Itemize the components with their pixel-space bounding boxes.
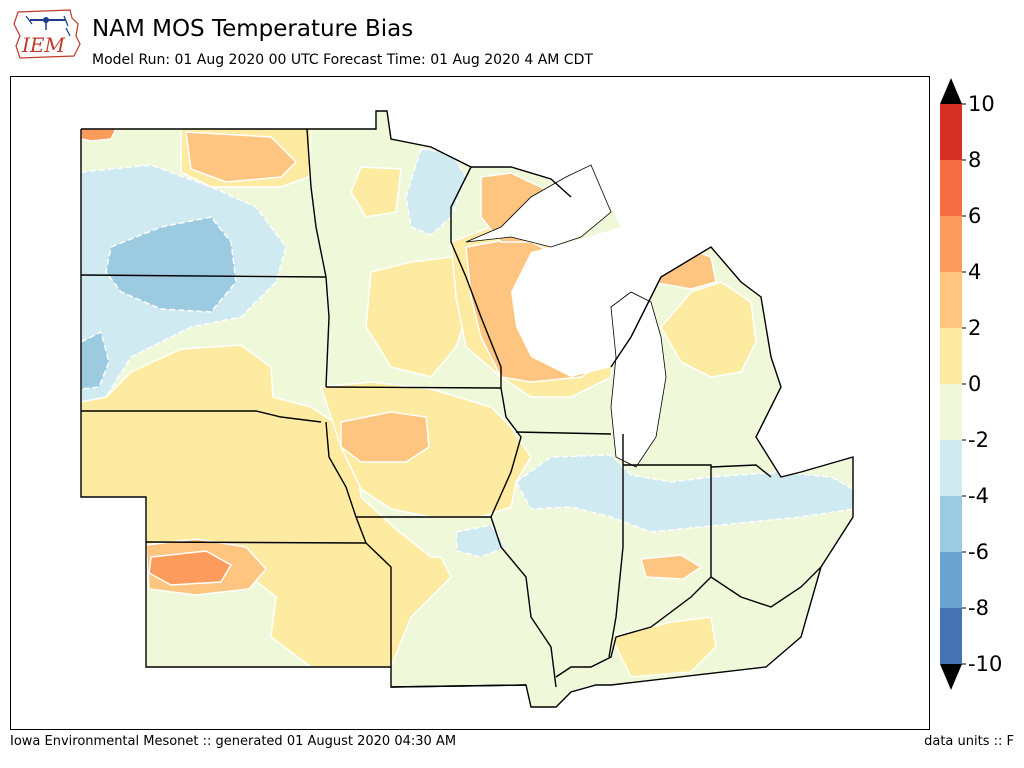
border-outline <box>80 110 854 708</box>
colorbar-tick-label: 4 <box>968 260 982 284</box>
border-in-oh <box>623 464 712 577</box>
border-mi-oh <box>710 464 772 478</box>
bias-contours <box>80 111 854 707</box>
colorbar-bin-1 <box>940 608 962 664</box>
map-panel <box>10 76 930 730</box>
logo-text: IEM <box>21 33 66 57</box>
border-ia-il <box>490 387 522 518</box>
footer-units: data units :: F <box>924 734 1014 749</box>
cool-band-central <box>515 454 854 533</box>
colorbar-bin-6 <box>940 328 962 384</box>
colorbar-bin-3 <box>940 496 962 552</box>
border-mo-south <box>390 684 527 688</box>
colorbar-bin-8 <box>940 216 962 272</box>
border-il-mo <box>490 516 557 688</box>
colorbar-tick-label: 6 <box>968 204 982 228</box>
colorbar-tick-label: -8 <box>968 596 989 620</box>
border-il-ky <box>555 576 712 678</box>
border-il-in <box>608 434 624 658</box>
hot-region-nd <box>185 131 298 183</box>
map-title: NAM MOS Temperature Bias <box>92 16 414 42</box>
border-mn-west <box>306 128 330 388</box>
border-ky-oh <box>710 566 822 608</box>
colorbar <box>940 78 966 690</box>
footer-credit: Iowa Environmental Mesonet :: generated … <box>10 734 457 749</box>
cool-region-nw-west <box>80 330 110 390</box>
hot-region-in <box>640 554 703 580</box>
colorbar-tick-label: -2 <box>968 428 989 452</box>
border-ne-ks <box>145 541 367 544</box>
hotter-region-nw <box>80 128 118 142</box>
map-subtitle: Model Run: 01 Aug 2020 00 UTC Forecast T… <box>92 52 593 68</box>
colorbar-tick-label: -4 <box>968 484 989 508</box>
colorbar-extend-low <box>940 664 962 690</box>
border-mn-wi <box>450 166 502 388</box>
border-sd-ne <box>81 410 322 423</box>
colorbar-tick-label: -10 <box>968 652 1003 676</box>
colorbar-bin-2 <box>940 552 962 608</box>
colorbar-bin-10 <box>940 104 962 160</box>
cool-spot-il <box>455 524 508 558</box>
colorbar-tick-label: 8 <box>968 148 982 172</box>
colorbar-extend-high <box>940 78 962 104</box>
hot-region-ia <box>340 411 430 463</box>
lake-superior <box>465 164 612 248</box>
lake-michigan <box>610 291 667 468</box>
border-ia-north <box>325 386 502 389</box>
colorbar-bin-5 <box>940 384 962 440</box>
bias-map <box>11 77 929 729</box>
colorbar-bin-9 <box>940 160 962 216</box>
border-nd-sd <box>80 274 327 278</box>
hotter-region-ks <box>148 550 233 586</box>
outside-mask <box>11 77 929 729</box>
border-ks-mo <box>365 542 392 667</box>
colorbar-bin-4 <box>940 440 962 496</box>
iem-logo: IEM <box>13 9 81 59</box>
border-wi-il <box>515 431 612 435</box>
border-ia-west <box>325 421 367 544</box>
warm-region-kyin <box>609 616 717 678</box>
warm-region-sd <box>350 166 402 218</box>
warm-region-mn <box>365 256 472 378</box>
colorbar-tick-label: 10 <box>968 92 995 116</box>
cool-region-nw-core <box>105 216 237 313</box>
state-borders <box>80 110 854 708</box>
colorbar-tick-label: 2 <box>968 316 982 340</box>
colorbar-tick-label: -6 <box>968 540 989 564</box>
warm-region-mi <box>660 281 757 378</box>
colorbar-tick-label: 0 <box>968 372 982 396</box>
colorbar-bin-7 <box>940 272 962 328</box>
